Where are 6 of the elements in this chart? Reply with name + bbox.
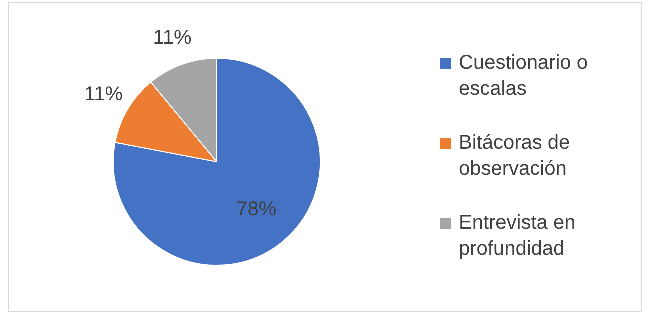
data-label: 78% xyxy=(236,198,277,220)
legend-label: Bitácoras de observación xyxy=(459,131,572,182)
data-label: 11% xyxy=(84,84,124,106)
legend-label: Cuestionario o escalas xyxy=(459,51,589,102)
legend-label: Entrevista en profundidad xyxy=(459,211,577,262)
data-label: 11% xyxy=(153,26,192,49)
